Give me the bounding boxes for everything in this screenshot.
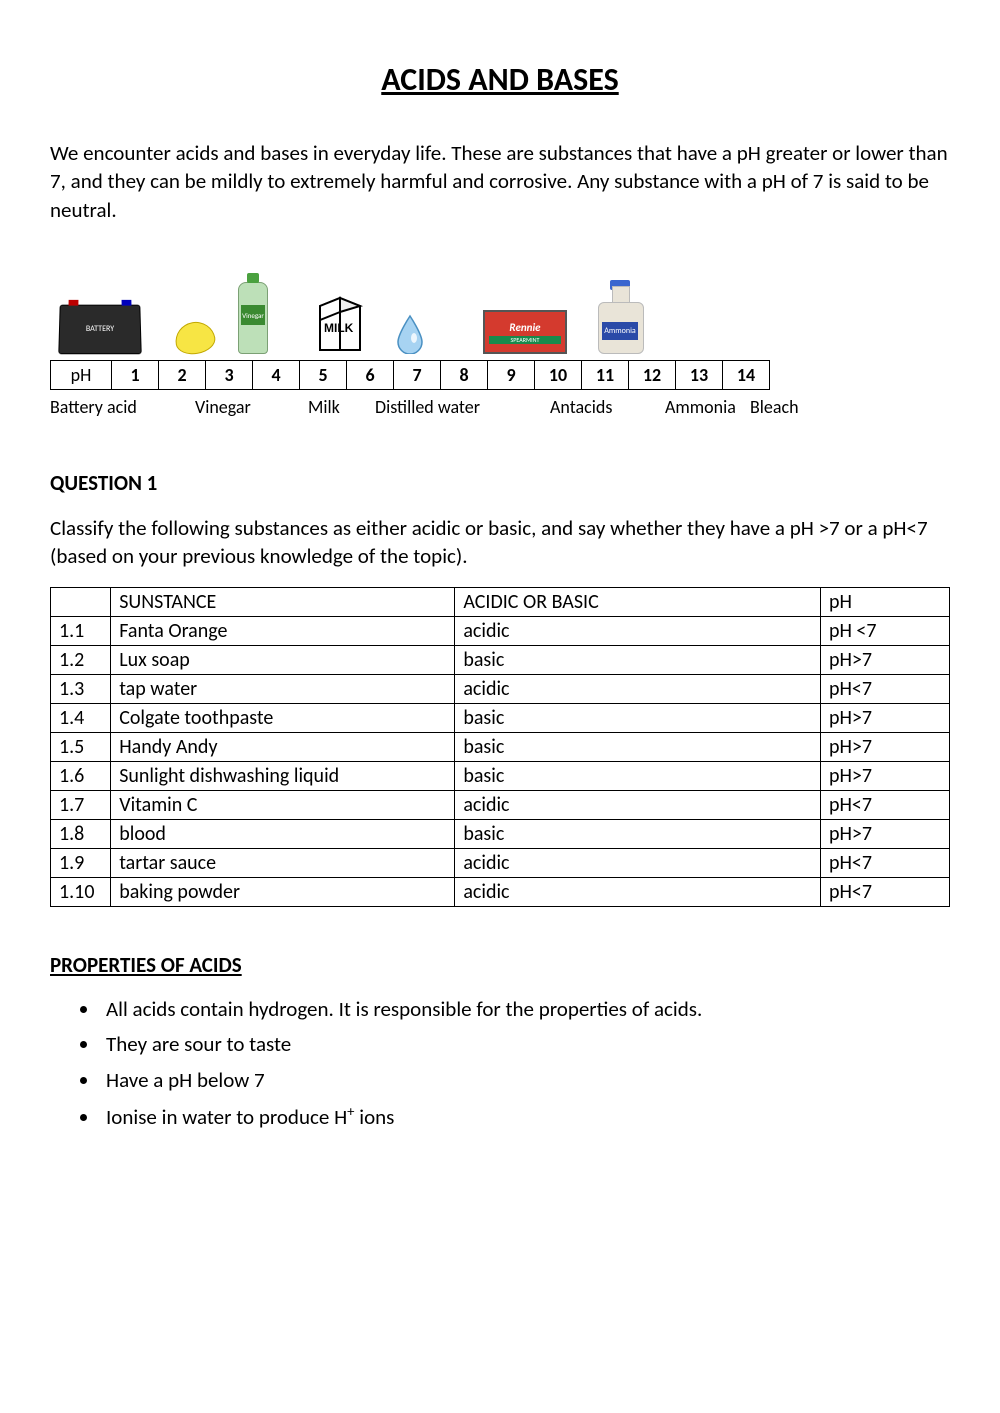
properties-heading: PROPERTIES OF ACIDS — [50, 952, 950, 978]
table-cell: acidic — [455, 616, 821, 645]
table-cell: acidic — [455, 877, 821, 906]
ph-scale-images: BATTERY Vinegar MILK RennieSPEARMINT Ammonia — [50, 254, 950, 354]
table-cell: 1.9 — [51, 848, 111, 877]
ph-value-cell: 5 — [300, 361, 347, 390]
ph-value-cell: 9 — [488, 361, 535, 390]
table-cell: acidic — [455, 790, 821, 819]
ph-substance-label: Bleach — [750, 396, 799, 418]
table-cell: pH>7 — [820, 819, 949, 848]
ph-value-cell: 14 — [723, 361, 770, 390]
table-cell: Handy Andy — [111, 732, 455, 761]
table-cell: pH<7 — [820, 790, 949, 819]
table-cell: pH>7 — [820, 703, 949, 732]
ph-substance-label: Battery acid — [50, 396, 137, 418]
table-row: 1.6Sunlight dishwashing liquidbasicpH>7 — [51, 761, 950, 790]
ph-value-cell: 3 — [206, 361, 253, 390]
property-item: All acids contain hydrogen. It is respon… — [100, 992, 950, 1028]
ph-value-cell: 4 — [253, 361, 300, 390]
ph-scale: BATTERY Vinegar MILK RennieSPEARMINT Ammonia… — [50, 254, 950, 420]
ph-scale-table: pH1234567891011121314 — [50, 360, 770, 390]
ph-substance-label: Distilled water — [375, 396, 480, 418]
table-row: 1.2Lux soapbasicpH>7 — [51, 645, 950, 674]
table-cell: 1.10 — [51, 877, 111, 906]
rennie-box-icon: RennieSPEARMINT — [480, 310, 570, 354]
table-cell: acidic — [455, 848, 821, 877]
table-cell: 1.6 — [51, 761, 111, 790]
ph-value-cell: 12 — [629, 361, 676, 390]
ph-value-cell: 10 — [535, 361, 582, 390]
table-cell: basic — [455, 819, 821, 848]
table-cell: 1.8 — [51, 819, 111, 848]
table-cell: Fanta Orange — [111, 616, 455, 645]
property-item: Ionise in water to produce H+ ions — [100, 1099, 950, 1136]
table-cell: basic — [455, 732, 821, 761]
ph-substance-label: Vinegar — [195, 396, 251, 418]
ph-label-cell: pH — [51, 361, 112, 390]
property-item: Have a pH below 7 — [100, 1063, 950, 1099]
battery-icon: BATTERY — [50, 304, 150, 354]
table-header-cell — [51, 587, 111, 616]
table-row: 1.1Fanta OrangeacidicpH <7 — [51, 616, 950, 645]
table-header-cell: SUNSTANCE — [111, 587, 455, 616]
table-row: 1.5Handy AndybasicpH>7 — [51, 732, 950, 761]
properties-list: All acids contain hydrogen. It is respon… — [80, 992, 950, 1136]
table-cell: Vitamin C — [111, 790, 455, 819]
water-drop-icon — [385, 314, 435, 354]
ph-value-cell: 8 — [441, 361, 488, 390]
table-header-cell: ACIDIC OR BASIC — [455, 587, 821, 616]
ph-scale-labels: Battery acid Vinegar Milk Distilled water An… — [50, 396, 950, 420]
table-row: 1.8bloodbasicpH>7 — [51, 819, 950, 848]
table-cell: blood — [111, 819, 455, 848]
table-cell: Colgate toothpaste — [111, 703, 455, 732]
table-cell: Lux soap — [111, 645, 455, 674]
table-cell: basic — [455, 703, 821, 732]
table-header-cell: pH — [820, 587, 949, 616]
ph-value-cell: 6 — [347, 361, 394, 390]
ph-value-cell: 11 — [582, 361, 629, 390]
table-cell: basic — [455, 761, 821, 790]
table-cell: 1.4 — [51, 703, 111, 732]
page-title: ACIDS AND BASES — [50, 60, 950, 99]
table-cell: 1.5 — [51, 732, 111, 761]
table-cell: pH<7 — [820, 848, 949, 877]
table-cell: pH<7 — [820, 877, 949, 906]
ph-substance-label: Antacids — [550, 396, 612, 418]
table-cell: 1.7 — [51, 790, 111, 819]
ph-value-cell: 13 — [676, 361, 723, 390]
milk-carton-icon: MILK — [310, 290, 370, 354]
table-cell: pH <7 — [820, 616, 949, 645]
table-cell: Sunlight dishwashing liquid — [111, 761, 455, 790]
table-cell: pH>7 — [820, 732, 949, 761]
table-cell: tap water — [111, 674, 455, 703]
table-row: 1.7Vitamin CacidicpH<7 — [51, 790, 950, 819]
vinegar-bottle-icon: Vinegar — [228, 282, 278, 354]
ph-value-cell: 1 — [112, 361, 159, 390]
lemon-icon — [170, 322, 220, 354]
table-row: 1.9tartar sauceacidicpH<7 — [51, 848, 950, 877]
ph-substance-label: Ammonia — [665, 396, 736, 418]
question-1-heading: QUESTION 1 — [50, 470, 950, 496]
table-cell: pH<7 — [820, 674, 949, 703]
answers-table: SUNSTANCEACIDIC OR BASICpH1.1Fanta Orang… — [50, 587, 950, 907]
property-item: They are sour to taste — [100, 1027, 950, 1063]
table-row: 1.3tap wateracidicpH<7 — [51, 674, 950, 703]
table-cell: baking powder — [111, 877, 455, 906]
table-cell: basic — [455, 645, 821, 674]
ph-value-cell: 7 — [394, 361, 441, 390]
table-row: 1.10baking powderacidicpH<7 — [51, 877, 950, 906]
svg-text:MILK: MILK — [324, 321, 354, 335]
ammonia-bottle-icon: Ammonia — [590, 280, 650, 354]
question-1-text: Classify the following substances as eit… — [50, 514, 950, 571]
table-cell: pH>7 — [820, 645, 949, 674]
table-cell: 1.2 — [51, 645, 111, 674]
table-cell: 1.1 — [51, 616, 111, 645]
table-cell: tartar sauce — [111, 848, 455, 877]
table-cell: pH>7 — [820, 761, 949, 790]
ph-value-cell: 2 — [159, 361, 206, 390]
table-cell: acidic — [455, 674, 821, 703]
table-cell: 1.3 — [51, 674, 111, 703]
ph-substance-label: Milk — [308, 396, 340, 418]
intro-paragraph: We encounter acids and bases in everyday… — [50, 139, 950, 224]
table-row: 1.4Colgate toothpastebasicpH>7 — [51, 703, 950, 732]
